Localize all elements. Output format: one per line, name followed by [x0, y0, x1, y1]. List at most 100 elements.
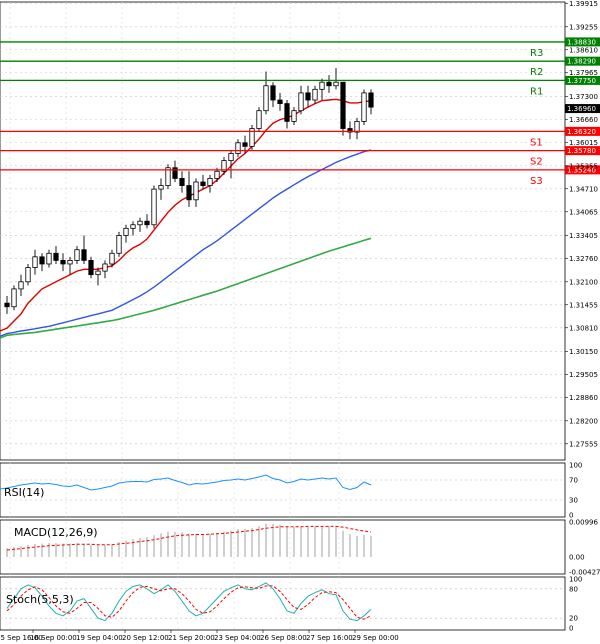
candle-body	[368, 92, 374, 108]
y-tick-label: 1.37965	[569, 69, 598, 77]
y-tick-label: 1.31455	[569, 301, 598, 309]
pivot-levels: 1.38830 R3 1.38290 R2 1.37750 R1 1.36320 S1 1.35…	[0, 37, 600, 187]
level-price-label: 1.35780	[567, 147, 596, 155]
candle-body	[242, 142, 248, 147]
y-tick-label: 1.39915	[569, 0, 598, 8]
y-tick-label: 1.29505	[569, 371, 598, 379]
candle-body	[46, 252, 52, 265]
stoch-signal-line	[6, 585, 372, 620]
candle-body	[361, 92, 367, 122]
candle-body	[25, 267, 31, 283]
level-price-label: 1.38290	[567, 58, 596, 66]
candle-body	[158, 185, 164, 190]
candle-body	[102, 263, 108, 272]
level-price-label: 1.35240	[567, 166, 596, 174]
level-name-s3: S3	[530, 176, 543, 187]
candle-body	[298, 92, 304, 112]
candle-body	[39, 256, 45, 265]
ma-slow-line	[0, 237, 372, 339]
candle-body	[137, 220, 143, 226]
candle-body	[347, 128, 353, 133]
x-tick-label: 26 Sep 08:00	[260, 634, 307, 642]
y-tick-label: 1.36660	[569, 116, 598, 124]
level-price-tag	[565, 37, 600, 47]
candle-body	[277, 99, 283, 104]
rsi-line	[0, 474, 372, 491]
candle-body	[88, 260, 94, 276]
candle-body	[18, 281, 24, 290]
y-tick-label: 1.37300	[569, 93, 598, 101]
candle-body	[172, 167, 178, 179]
candle-body	[200, 181, 206, 186]
level-price-tag	[565, 56, 600, 66]
level-name-s1: S1	[530, 137, 543, 148]
candle-body	[144, 220, 150, 226]
level-price-tag	[565, 126, 600, 136]
candle-body	[186, 185, 192, 201]
candle-body	[319, 81, 325, 90]
price-axis: 1.39915 1.39255 1.38610 1.37965 1.37300 1.366…	[565, 0, 598, 448]
candle-body	[291, 110, 297, 122]
candle-body	[53, 252, 59, 261]
candle-body	[228, 153, 234, 162]
x-tick-label: 29 Sep 00:00	[352, 634, 399, 642]
current-price-label: 1.36960	[567, 105, 596, 113]
macd-tick-label: 0.00	[569, 553, 585, 561]
candle-body	[305, 92, 311, 101]
ma-mid-line	[0, 149, 372, 337]
candle-body	[32, 256, 38, 268]
candle-body	[256, 110, 262, 129]
candle-body	[326, 81, 332, 87]
rsi-indicator: 100 70 30 0 RSI(14)	[0, 462, 582, 520]
grid-layer	[0, 2, 565, 630]
macd-pane-frame	[0, 519, 566, 575]
x-tick-label: 27 Sep 16:00	[306, 634, 353, 642]
level-price-tag	[565, 165, 600, 175]
x-tick-label: 15 Sep 16:00	[0, 634, 43, 642]
candle-body	[263, 85, 269, 112]
macd-signal-line	[6, 525, 372, 551]
y-tick-label: 1.32100	[569, 278, 598, 286]
candle-body	[284, 103, 290, 122]
candle-body	[74, 249, 80, 261]
candle-body	[67, 260, 73, 265]
candle-body	[151, 188, 157, 226]
candle-body	[193, 181, 199, 201]
y-tick-label: 1.28860	[569, 394, 598, 402]
candle-body	[95, 270, 101, 276]
x-tick-label: 20 Sep 12:00	[122, 634, 169, 642]
macd-indicator: 0.00996 0.00 -0.004277 MACD(12,26,9)	[6, 519, 600, 577]
level-price-label: 1.38830	[567, 38, 596, 46]
candle-body	[354, 121, 360, 133]
candle-body	[214, 170, 220, 179]
macd-label: MACD(12,26,9)	[14, 526, 98, 539]
level-price-tag	[565, 146, 600, 156]
ma-fast-line	[0, 98, 372, 332]
candle-body	[123, 227, 129, 236]
candle-body	[340, 81, 346, 129]
x-tick-label: 19 Sep 04:00	[76, 634, 123, 642]
y-tick-label: 1.33405	[569, 232, 598, 240]
candle-body	[81, 249, 87, 261]
x-tick-label: 16 Sep 00:00	[30, 634, 77, 642]
stoch-tick-label: 0	[569, 625, 573, 633]
macd-tick-label: 0.00996	[569, 519, 598, 527]
rsi-pane-frame	[0, 462, 566, 518]
candle-body	[221, 160, 227, 172]
candle-body	[130, 224, 136, 229]
candle-body	[179, 178, 185, 186]
y-tick-label: 1.35355	[569, 162, 598, 170]
stoch-label: Stoch(5,5,3)	[6, 593, 74, 606]
level-name-s2: S2	[530, 157, 543, 168]
candle-body	[11, 288, 17, 308]
y-tick-label: 1.27555	[569, 440, 598, 448]
candle-body	[333, 81, 339, 87]
candle-body	[109, 252, 115, 265]
rsi-tick-label: 0	[569, 512, 573, 520]
x-tick-label: 23 Sep 04:00	[214, 634, 261, 642]
y-tick-label: 1.30150	[569, 348, 598, 356]
